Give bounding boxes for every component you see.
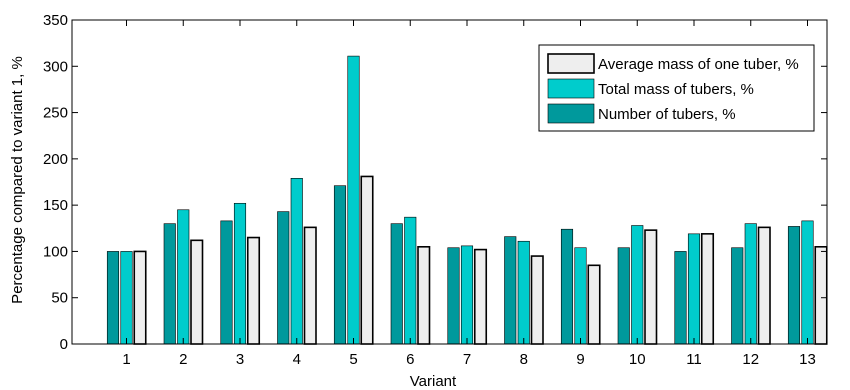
bar-series3-variant-2 <box>190 239 204 345</box>
bar-series3-variant-4 <box>303 226 317 345</box>
x-tick-label-4: 4 <box>293 351 301 368</box>
x-tick-label-1: 1 <box>122 351 130 368</box>
x-tick-label-5: 5 <box>349 351 357 368</box>
x-tick-label-10: 10 <box>629 351 646 368</box>
legend: Average mass of one tuber, % Total mass o… <box>538 44 815 132</box>
legend-swatch-2 <box>547 78 595 99</box>
y-tick-label-50: 50 <box>51 290 68 307</box>
y-tick-label-150: 150 <box>43 197 68 214</box>
bar-series1-variant-10 <box>617 247 630 345</box>
bar-series3-variant-11 <box>700 233 715 345</box>
bar-series2-variant-13 <box>801 220 814 345</box>
y-tick-label-250: 250 <box>43 105 68 122</box>
x-axis-label: Variant <box>410 373 457 390</box>
bar-series1-variant-1 <box>106 251 120 345</box>
x-tick-label-13: 13 <box>799 351 816 368</box>
bar-series1-variant-4 <box>277 211 290 345</box>
legend-label-1: Number of tubers, % <box>598 106 736 123</box>
y-tick-label-100: 100 <box>43 243 68 260</box>
y-tick-label-300: 300 <box>43 58 68 75</box>
bar-series1-variant-3 <box>220 220 233 345</box>
bar-series1-variant-13 <box>787 226 801 345</box>
bar-series2-variant-1 <box>120 251 133 345</box>
bar-series1-variant-12 <box>731 247 744 345</box>
bar-series1-variant-11 <box>674 251 687 345</box>
plot-frame <box>71 19 828 345</box>
y-tick-label-0: 0 <box>60 336 68 353</box>
bar-series3-variant-5 <box>360 175 374 345</box>
x-tick-label-7: 7 <box>463 351 471 368</box>
legend-label-2: Total mass of tubers, % <box>598 81 754 98</box>
bar-series3-variant-13 <box>814 246 828 345</box>
bar-series3-variant-8 <box>530 255 544 345</box>
bar-series3-variant-1 <box>133 250 147 345</box>
x-tick-label-9: 9 <box>576 351 584 368</box>
bar-series2-variant-12 <box>744 223 757 345</box>
bar-series1-variant-5 <box>333 185 347 345</box>
x-tick-label-2: 2 <box>179 351 187 368</box>
bar-series2-variant-6 <box>404 216 417 345</box>
bar-series2-variant-4 <box>290 178 303 345</box>
bar-series1-variant-6 <box>390 223 403 345</box>
bar-series2-variant-9 <box>574 247 587 345</box>
legend-swatch-3 <box>547 53 595 74</box>
bar-series3-variant-12 <box>757 226 771 345</box>
y-axis-label: Percentage compared to variant 1, % <box>9 56 26 304</box>
bars-layer <box>106 55 828 345</box>
x-tick-label-8: 8 <box>520 351 528 368</box>
bar-series2-variant-2 <box>177 209 190 345</box>
y-tick-label-200: 200 <box>43 151 68 168</box>
bar-series2-variant-3 <box>233 202 247 345</box>
bar-series1-variant-9 <box>560 228 574 345</box>
y-tick-label-350: 350 <box>43 12 68 29</box>
bar-series2-variant-8 <box>517 240 530 345</box>
bar-series2-variant-7 <box>460 245 474 345</box>
bar-series1-variant-8 <box>504 236 517 345</box>
bar-series2-variant-5 <box>347 55 360 345</box>
legend-label-3: Average mass of one tuber, % <box>598 56 799 73</box>
x-tick-label-6: 6 <box>406 351 414 368</box>
legend-swatch-1 <box>547 103 595 124</box>
bar-series1-variant-2 <box>163 223 176 345</box>
bar-series3-variant-9 <box>587 264 601 345</box>
bar-series2-variant-10 <box>631 225 644 345</box>
bar-series3-variant-3 <box>246 236 261 345</box>
x-tick-label-12: 12 <box>742 351 759 368</box>
bar-series3-variant-10 <box>644 229 658 345</box>
bar-series1-variant-7 <box>447 247 460 345</box>
bar-series2-variant-11 <box>687 233 701 345</box>
x-tick-label-11: 11 <box>686 351 702 368</box>
bar-series3-variant-7 <box>473 248 488 345</box>
x-tick-label-3: 3 <box>236 351 244 368</box>
bar-series3-variant-6 <box>417 246 431 345</box>
